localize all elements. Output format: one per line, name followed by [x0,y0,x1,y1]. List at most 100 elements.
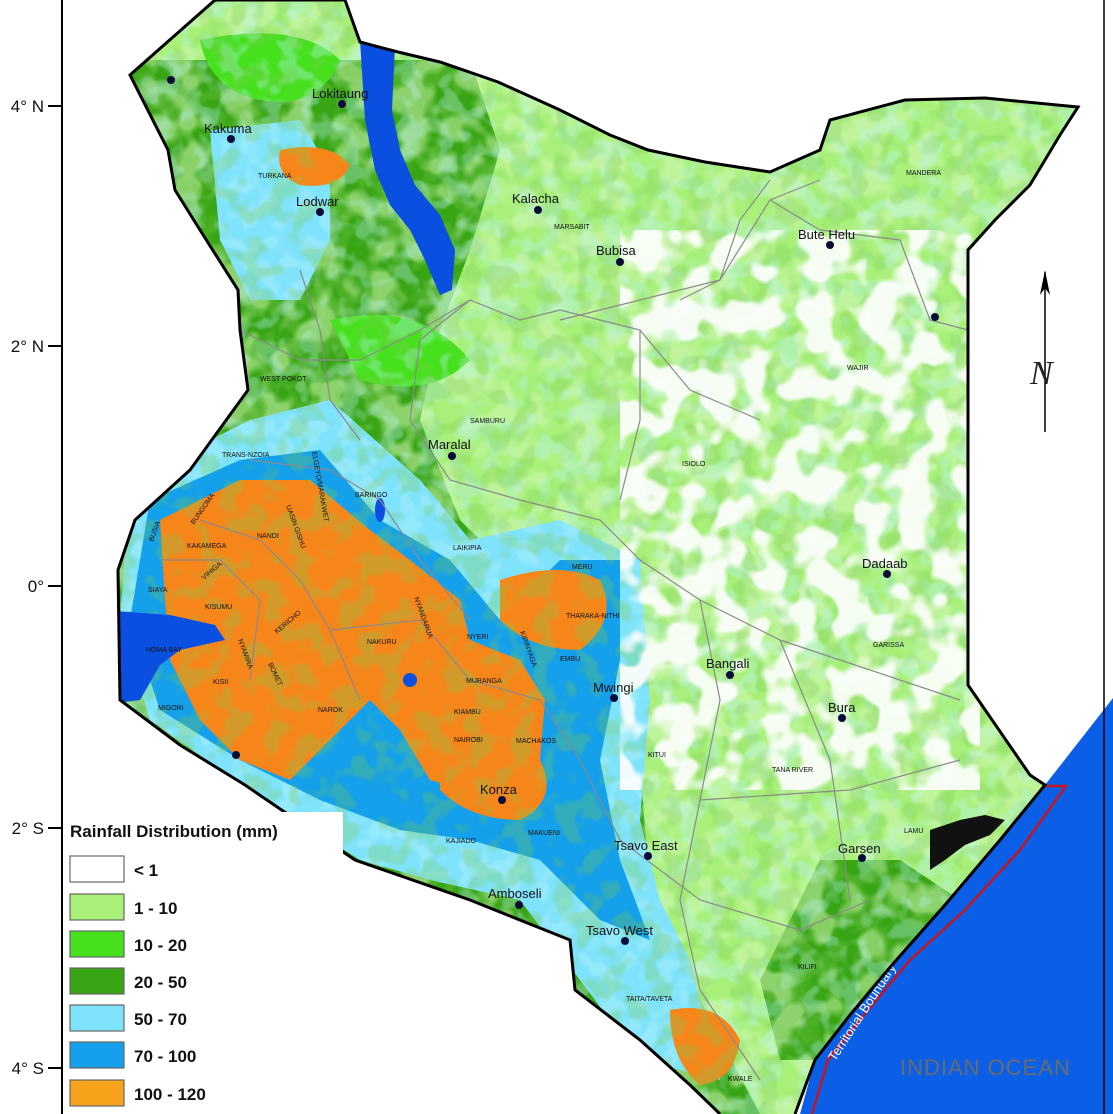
county-label-kwale: KWALE [728,1076,753,1083]
legend-swatch [69,967,125,995]
city-label-mwingi: Mwingi [593,680,634,695]
county-label-mandera: MANDERA [906,170,941,177]
marker-unnamed-ne [931,313,939,321]
city-label-bangali: Bangali [706,656,749,671]
city-label-kakuma: Kakuma [204,121,252,136]
north-arrow-head-icon [1040,270,1050,295]
county-label-embu: EMBU [560,656,580,663]
lat-label-2n: 2° N [11,337,44,356]
county-label-nandi: NANDI [257,533,279,540]
county-label-baringo: BARINGO [355,492,388,499]
lat-label-4n: 4° N [11,97,44,116]
legend-label: 50 - 70 [134,1010,187,1029]
county-label-homa-bay: HOMA BAY [146,647,182,654]
legend-label: 10 - 20 [134,936,187,955]
county-label-kajiado: KAJIADO [446,838,477,845]
city-label-garsen: Garsen [838,841,881,856]
lat-label-2s: 2° S [12,819,44,838]
city-dot-bubisa [616,258,624,266]
lake-turkana [360,40,455,295]
legend-swatch [69,1004,125,1032]
indian-ocean [800,698,1113,1114]
legend-swatch [69,930,125,958]
county-label-kiambu: KIAMBU [454,709,481,716]
county-label-trans-nzoia: TRANS-NZOIA [222,452,270,459]
county-label-samburu: SAMBURU [470,418,505,425]
legend-item: 10 - 20 [69,930,187,958]
city-dot-lodwar [316,208,324,216]
city-dot-bute-helu [826,241,834,249]
marker-unnamed-sw [232,751,240,759]
county-label-muranga: MURANGA [466,678,502,685]
county-label-kakamega: KAKAMEGA [187,543,227,550]
county-label-kisumu: KISUMU [205,604,232,611]
county-label-kilifi: KILIFI [798,964,817,971]
county-label-nairobi: NAIROBI [454,737,483,744]
county-label-migori: MIGORI [158,705,184,712]
lamu-archipelago [930,815,1005,870]
city-label-lokitaung: Lokitaung [312,86,368,101]
city-dot-tsavo-west [621,937,629,945]
city-label-bura: Bura [828,700,856,715]
north-arrow: N [1029,270,1055,432]
legend: Rainfall Distribution (mm) < 1 1 - 10 10… [63,812,343,1114]
city-dot-kalacha [534,206,542,214]
city-label-kalacha: Kalacha [512,191,560,206]
county-label-turkana: TURKANA [258,173,292,180]
latitude-ticks [48,105,62,1069]
county-label-tharaka-nithi: THARAKA-NITHI [566,613,620,620]
city-label-konza: Konza [480,782,518,797]
county-label-lamu: LAMU [904,828,923,835]
county-label-nyeri: NYERI [467,634,488,641]
county-label-meru: MERU [572,564,593,571]
county-label-nakuru: NAKURU [367,639,397,646]
legend-label: 70 - 100 [134,1047,196,1066]
legend-swatch [69,1079,125,1107]
county-label-tana-river: TANA RIVER [772,767,813,774]
legend-item: 50 - 70 [69,1004,187,1032]
country-border [116,0,1081,1114]
county-label-laikipia: LAIKIPIA [453,545,482,552]
county-label-kisii: KISII [213,679,228,686]
city-label-lodwar: Lodwar [296,194,339,209]
county-label-machakos: MACHAKOS [516,738,556,745]
county-label-siaya: SIAYA [148,587,168,594]
city-dot-dadaab [883,570,891,578]
city-dot-tsavo-east [644,852,652,860]
city-dot-maralal [448,452,456,460]
city-label-dadaab: Dadaab [862,556,908,571]
lake-baringo [375,498,385,522]
legend-label: 1 - 10 [134,899,177,918]
legend-item: 1 - 10 [69,893,177,921]
city-label-tsavo-west: Tsavo West [586,923,653,938]
legend-swatch [69,893,125,921]
county-label-isiolo: ISIOLO [682,461,706,468]
legend-label: < 1 [134,861,158,880]
city-dot-bura [838,714,846,722]
marker-unnamed-nw [167,76,175,84]
county-label-garissa: GARISSA [873,642,904,649]
city-dot-konza [498,796,506,804]
legend-swatch [69,1041,125,1069]
legend-label: 100 - 120 [134,1085,206,1104]
city-dot-mwingi [610,694,618,702]
lake-victoria [118,610,225,705]
county-label-taita-taveta: TAITA/TAVETA [626,996,673,1003]
lake-naivasha [403,673,417,687]
county-label-marsabit: MARSABIT [554,224,591,231]
county-label-narok: NAROK [318,707,343,714]
legend-title: Rainfall Distribution (mm) [70,822,278,841]
city-dot-lokitaung [338,100,346,108]
county-boundaries [160,179,969,1081]
ocean-label: INDIAN OCEAN [900,1055,1071,1080]
city-label-bubisa: Bubisa [596,243,637,258]
territorial-boundary-line [810,784,1069,1114]
legend-item: 100 - 120 [69,1079,206,1107]
legend-item: 70 - 100 [69,1041,196,1069]
city-dot-amboseli [515,901,523,909]
city-label-bute-helu: Bute Helu [798,227,855,242]
county-label-west-pokot: WEST POKOT [260,376,307,383]
city-label-amboseli: Amboseli [488,886,542,901]
